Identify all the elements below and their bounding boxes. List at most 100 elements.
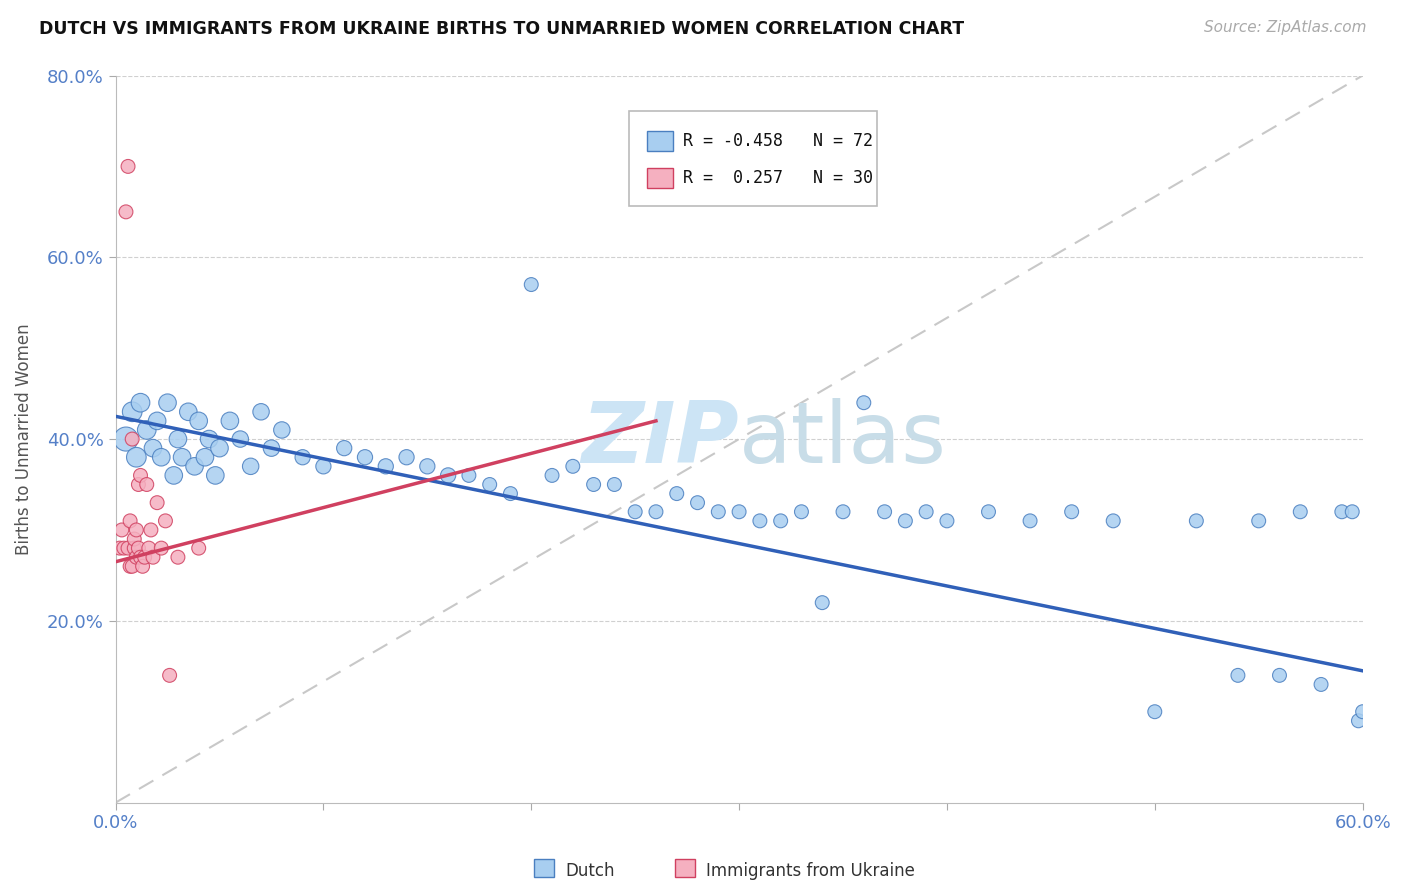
Point	[1310, 677, 1333, 691]
Point	[832, 505, 855, 519]
Point	[129, 468, 152, 483]
Point	[790, 505, 813, 519]
Point	[172, 450, 194, 465]
Point	[129, 550, 152, 565]
Point	[129, 395, 152, 409]
Point	[1019, 514, 1042, 528]
Point	[142, 550, 165, 565]
Text: ZIP: ZIP	[582, 398, 740, 481]
Point	[291, 450, 314, 465]
Point	[139, 523, 162, 537]
Point	[1060, 505, 1083, 519]
Point	[146, 414, 169, 428]
Point	[120, 514, 142, 528]
Point	[270, 423, 292, 437]
Point	[1247, 514, 1270, 528]
Point	[239, 459, 262, 474]
Point	[1185, 514, 1208, 528]
Point	[260, 441, 283, 455]
Point	[1143, 705, 1166, 719]
Point	[250, 405, 273, 419]
Point	[117, 160, 139, 174]
Text: DUTCH VS IMMIGRANTS FROM UKRAINE BIRTHS TO UNMARRIED WOMEN CORRELATION CHART: DUTCH VS IMMIGRANTS FROM UKRAINE BIRTHS …	[39, 20, 965, 37]
Point	[163, 468, 186, 483]
Point	[229, 432, 252, 446]
Point	[112, 541, 135, 555]
Point	[1347, 714, 1369, 728]
Point	[125, 523, 148, 537]
Point	[111, 523, 134, 537]
Point	[665, 486, 688, 500]
Point	[134, 550, 156, 565]
Point	[416, 459, 439, 474]
Point	[437, 468, 460, 483]
Point	[645, 505, 668, 519]
Point	[194, 450, 217, 465]
Point	[354, 450, 377, 465]
Point	[1102, 514, 1125, 528]
Point	[395, 450, 418, 465]
Text: Dutch: Dutch	[565, 862, 614, 880]
Point	[135, 423, 157, 437]
Text: R =  0.257   N = 30: R = 0.257 N = 30	[683, 169, 873, 187]
Point	[333, 441, 356, 455]
Point	[124, 532, 146, 546]
Point	[125, 450, 148, 465]
Point	[167, 432, 190, 446]
Point	[894, 514, 917, 528]
Point	[374, 459, 396, 474]
Point	[117, 541, 139, 555]
Text: Immigrants from Ukraine: Immigrants from Ukraine	[706, 862, 915, 880]
Point	[204, 468, 226, 483]
Point	[121, 432, 143, 446]
Point	[177, 405, 200, 419]
Point	[1330, 505, 1353, 519]
Point	[1341, 505, 1364, 519]
Point	[624, 505, 647, 519]
Point	[146, 496, 169, 510]
Point	[769, 514, 792, 528]
Point	[150, 450, 173, 465]
Text: R = -0.458   N = 72: R = -0.458 N = 72	[683, 132, 873, 150]
Point	[125, 550, 148, 565]
Point	[108, 541, 131, 555]
Point	[115, 432, 138, 446]
Point	[458, 468, 481, 483]
Point	[219, 414, 242, 428]
Point	[561, 459, 583, 474]
Y-axis label: Births to Unmarried Women: Births to Unmarried Women	[15, 323, 32, 555]
Point	[120, 559, 142, 574]
Point	[187, 414, 209, 428]
Point	[603, 477, 626, 491]
Point	[142, 441, 165, 455]
Point	[1289, 505, 1312, 519]
Point	[915, 505, 938, 519]
Point	[124, 541, 146, 555]
Point	[520, 277, 543, 292]
Point	[541, 468, 564, 483]
Point	[198, 432, 221, 446]
Point	[121, 559, 143, 574]
Point	[582, 477, 605, 491]
Point	[156, 395, 179, 409]
Point	[131, 559, 153, 574]
Point	[121, 405, 143, 419]
Text: Source: ZipAtlas.com: Source: ZipAtlas.com	[1204, 20, 1367, 35]
Point	[159, 668, 181, 682]
Point	[183, 459, 205, 474]
Text: atlas: atlas	[740, 398, 948, 481]
Point	[1351, 705, 1374, 719]
Point	[138, 541, 160, 555]
Point	[707, 505, 730, 519]
Point	[167, 550, 190, 565]
Point	[127, 477, 149, 491]
Point	[127, 541, 149, 555]
Point	[150, 541, 173, 555]
Point	[811, 596, 834, 610]
Point	[135, 477, 157, 491]
Point	[312, 459, 335, 474]
Point	[977, 505, 1000, 519]
Point	[935, 514, 957, 528]
Point	[728, 505, 751, 519]
Point	[852, 395, 875, 409]
